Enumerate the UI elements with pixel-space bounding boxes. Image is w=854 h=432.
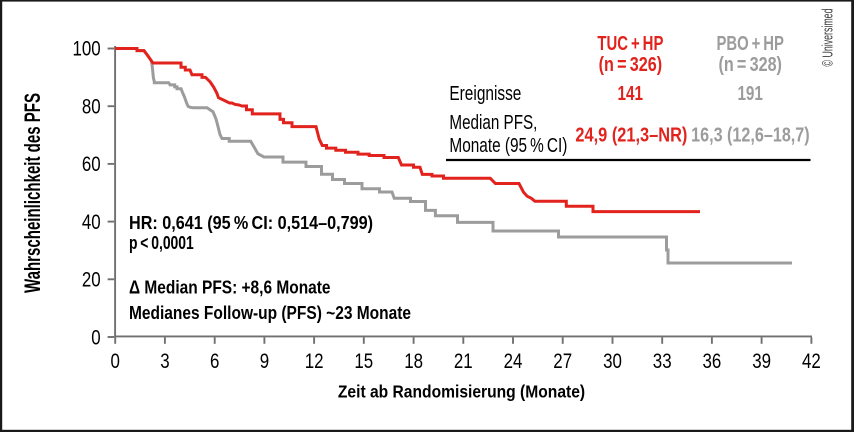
svg-text:33: 33 bbox=[653, 350, 672, 373]
svg-text:16,3 (12,6–18,7): 16,3 (12,6–18,7) bbox=[691, 123, 810, 146]
svg-text:24,9 (21,3–NR): 24,9 (21,3–NR) bbox=[575, 123, 687, 146]
svg-text:15: 15 bbox=[354, 350, 373, 373]
svg-text:60: 60 bbox=[82, 153, 101, 176]
svg-text:42: 42 bbox=[802, 350, 821, 373]
svg-text:24: 24 bbox=[504, 350, 523, 373]
svg-text:36: 36 bbox=[703, 350, 722, 373]
svg-text:HR: 0,641 (95 % CI: 0,514–0,79: HR: 0,641 (95 % CI: 0,514–0,799) bbox=[129, 212, 373, 233]
svg-text:Monate (95 % CI): Monate (95 % CI) bbox=[449, 135, 567, 157]
svg-text:27: 27 bbox=[553, 350, 572, 373]
svg-text:39: 39 bbox=[752, 350, 771, 373]
svg-text:(n = 328): (n = 328) bbox=[718, 53, 782, 76]
svg-text:21: 21 bbox=[454, 350, 473, 373]
svg-text:Median PFS,: Median PFS, bbox=[449, 112, 537, 134]
svg-text:© Universimed: © Universimed bbox=[820, 8, 837, 66]
svg-text:141: 141 bbox=[618, 82, 644, 105]
svg-text:12: 12 bbox=[305, 350, 324, 373]
svg-text:Ereignisse: Ereignisse bbox=[449, 83, 521, 105]
svg-text:TUC + HP: TUC + HP bbox=[597, 32, 663, 55]
svg-text:p < 0,0001: p < 0,0001 bbox=[129, 232, 194, 253]
svg-text:80: 80 bbox=[82, 95, 101, 118]
svg-text:Δ Median PFS: +8,6 Monate: Δ Median PFS: +8,6 Monate bbox=[129, 276, 331, 297]
svg-text:20: 20 bbox=[82, 269, 101, 292]
svg-text:9: 9 bbox=[260, 350, 269, 373]
svg-text:191: 191 bbox=[737, 82, 763, 105]
svg-text:0: 0 bbox=[91, 326, 100, 349]
svg-text:100: 100 bbox=[73, 38, 101, 61]
svg-text:0: 0 bbox=[111, 350, 120, 373]
svg-text:40: 40 bbox=[82, 211, 101, 234]
svg-text:3: 3 bbox=[160, 350, 169, 373]
svg-text:Medianes Follow-up (PFS) ~23 M: Medianes Follow-up (PFS) ~23 Monate bbox=[129, 302, 411, 323]
svg-text:18: 18 bbox=[404, 350, 423, 373]
svg-text:6: 6 bbox=[210, 350, 219, 373]
svg-text:30: 30 bbox=[603, 350, 622, 373]
svg-text:PBO + HP: PBO + HP bbox=[716, 32, 784, 55]
svg-text:Wahrscheinlichkeit des PFS: Wahrscheinlichkeit des PFS bbox=[20, 93, 45, 293]
svg-text:Zeit ab Randomisierung (Monate: Zeit ab Randomisierung (Monate) bbox=[338, 382, 585, 402]
svg-text:(n = 326): (n = 326) bbox=[599, 53, 663, 76]
